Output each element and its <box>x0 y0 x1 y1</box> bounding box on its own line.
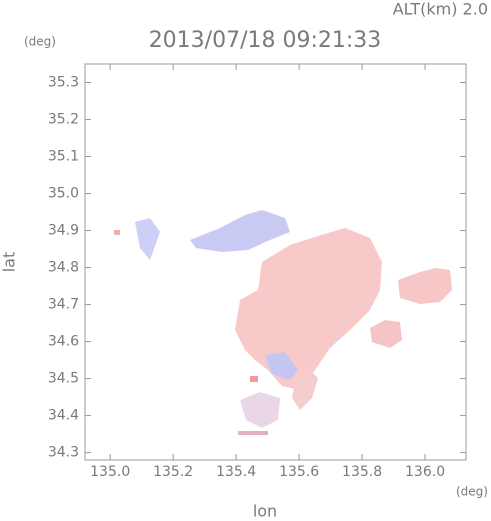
y-tick-label: 34.9 <box>48 223 79 239</box>
echo-positive <box>370 320 402 348</box>
x-axis-label: lon <box>253 502 277 521</box>
x-tick-label: 135.2 <box>153 464 193 480</box>
x-tick-label: 135.8 <box>342 464 382 480</box>
x-unit: (deg) <box>456 485 488 499</box>
y-unit: (deg) <box>24 35 56 49</box>
y-tick-label: 34.6 <box>48 334 79 350</box>
y-tick-label: 34.8 <box>48 260 79 276</box>
echo-positive <box>250 376 258 382</box>
y-tick-label: 35.0 <box>48 186 79 202</box>
echo-mixed <box>240 392 280 428</box>
x-tick-label: 135.6 <box>279 464 319 480</box>
x-tick-label: 136.0 <box>405 464 445 480</box>
y-tick-label: 34.7 <box>48 297 79 313</box>
y-tick-label: 34.3 <box>48 445 79 461</box>
y-tick-label: 34.5 <box>48 371 79 387</box>
y-axis-label: lat <box>0 252 19 273</box>
echo-positive <box>114 230 120 235</box>
y-tick-label: 35.2 <box>48 112 79 128</box>
x-tick-label: 135.4 <box>216 464 256 480</box>
echo-negative <box>265 352 298 380</box>
chart-title: 2013/07/18 09:21:33 <box>149 28 382 53</box>
y-tick-label: 35.1 <box>48 149 79 165</box>
y-tick-label: 35.3 <box>48 75 79 91</box>
altitude-label: ALT(km) 2.0 <box>393 0 488 19</box>
plot-frame <box>84 63 467 461</box>
echo-negative <box>135 218 160 260</box>
radar-echoes <box>114 210 452 435</box>
echo-mixed <box>238 431 268 435</box>
echo-negative <box>190 210 290 252</box>
x-tick-label: 135.0 <box>90 464 130 480</box>
y-tick-label: 34.4 <box>48 408 79 424</box>
echo-positive <box>292 368 318 410</box>
echo-positive <box>235 228 382 390</box>
echo-positive <box>398 268 452 304</box>
